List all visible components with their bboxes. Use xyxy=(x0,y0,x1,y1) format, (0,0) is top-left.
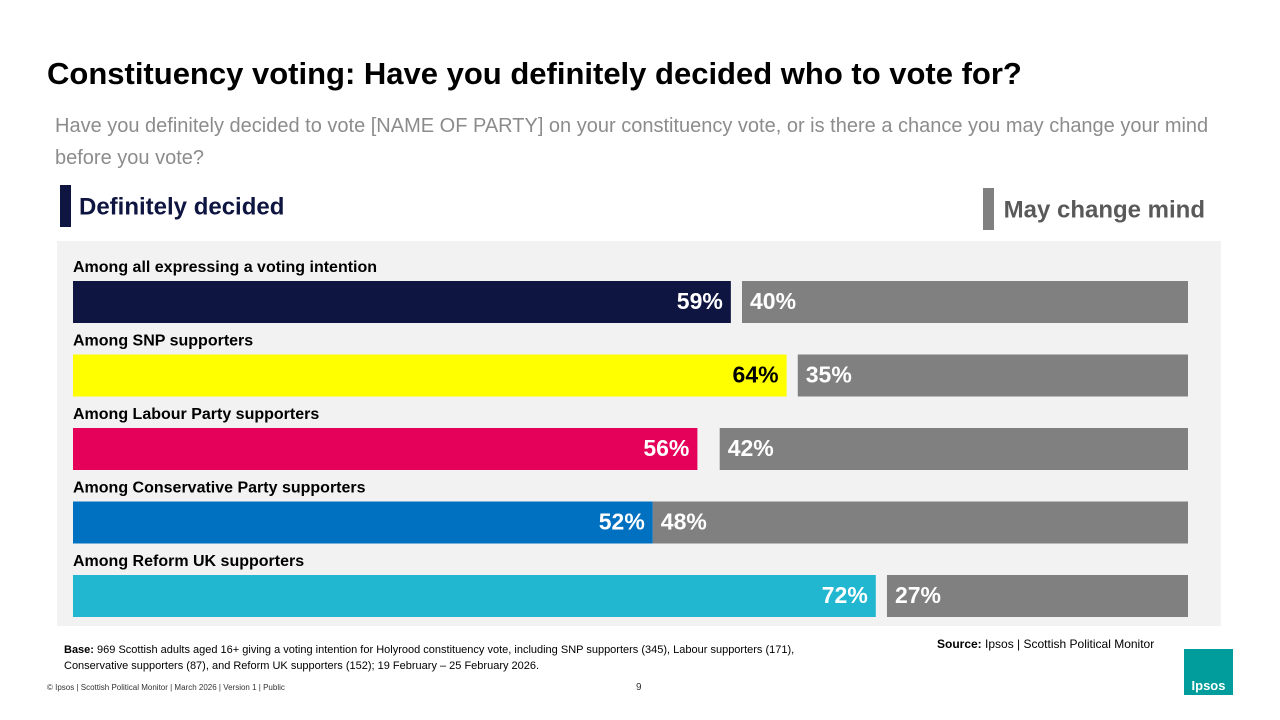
bar xyxy=(652,501,1188,544)
category-label: Among Reform UK supporters xyxy=(73,553,304,570)
page-number: 9 xyxy=(636,682,642,693)
value-label: 27% xyxy=(895,582,941,608)
bar xyxy=(719,428,1188,470)
legend-label: May change mind xyxy=(1004,196,1205,223)
footer: © Ipsos | Scottish Political Monitor | M… xyxy=(47,683,285,692)
value-label: 42% xyxy=(728,435,774,461)
bar xyxy=(73,354,787,397)
value-label: 35% xyxy=(806,362,852,388)
category-label: Among Labour Party supporters xyxy=(73,406,319,423)
category-label: Among Conservative Party supporters xyxy=(73,480,366,497)
bar xyxy=(73,281,731,323)
source-text: Ipsos | Scottish Political Monitor xyxy=(985,637,1155,651)
bar xyxy=(73,501,653,544)
bar xyxy=(73,428,698,470)
category-label: Among SNP supporters xyxy=(73,333,253,350)
title: Constituency voting: Have you definitely… xyxy=(47,56,1022,91)
value-label: 40% xyxy=(750,288,796,314)
value-label: 52% xyxy=(599,509,645,535)
value-label: 59% xyxy=(677,288,723,314)
category-label: Among all expressing a voting intention xyxy=(73,259,377,276)
value-label: 64% xyxy=(733,362,779,388)
legend-marker xyxy=(983,188,994,230)
logo: Ipsos xyxy=(1184,649,1233,695)
value-label: 72% xyxy=(822,582,868,608)
source: Source: Ipsos | Scottish Political Monit… xyxy=(937,637,1154,651)
legend-marker xyxy=(60,185,71,227)
source-label: Source: xyxy=(937,637,982,651)
bar xyxy=(742,281,1188,323)
legend-label: Definitely decided xyxy=(79,193,284,220)
value-label: 48% xyxy=(661,509,707,535)
chart: Definitely decided May change mind Among a… xyxy=(57,185,1221,626)
bar xyxy=(797,354,1188,397)
base-label: Base: xyxy=(64,644,94,656)
bar xyxy=(73,575,876,617)
base-note: Base: 969 Scottish adults aged 16+ givin… xyxy=(64,642,834,674)
value-label: 56% xyxy=(643,435,689,461)
base-text: 969 Scottish adults aged 16+ giving a vo… xyxy=(64,644,795,672)
bar xyxy=(886,575,1188,617)
subtitle: Have you definitely decided to vote [NAM… xyxy=(55,115,1209,169)
